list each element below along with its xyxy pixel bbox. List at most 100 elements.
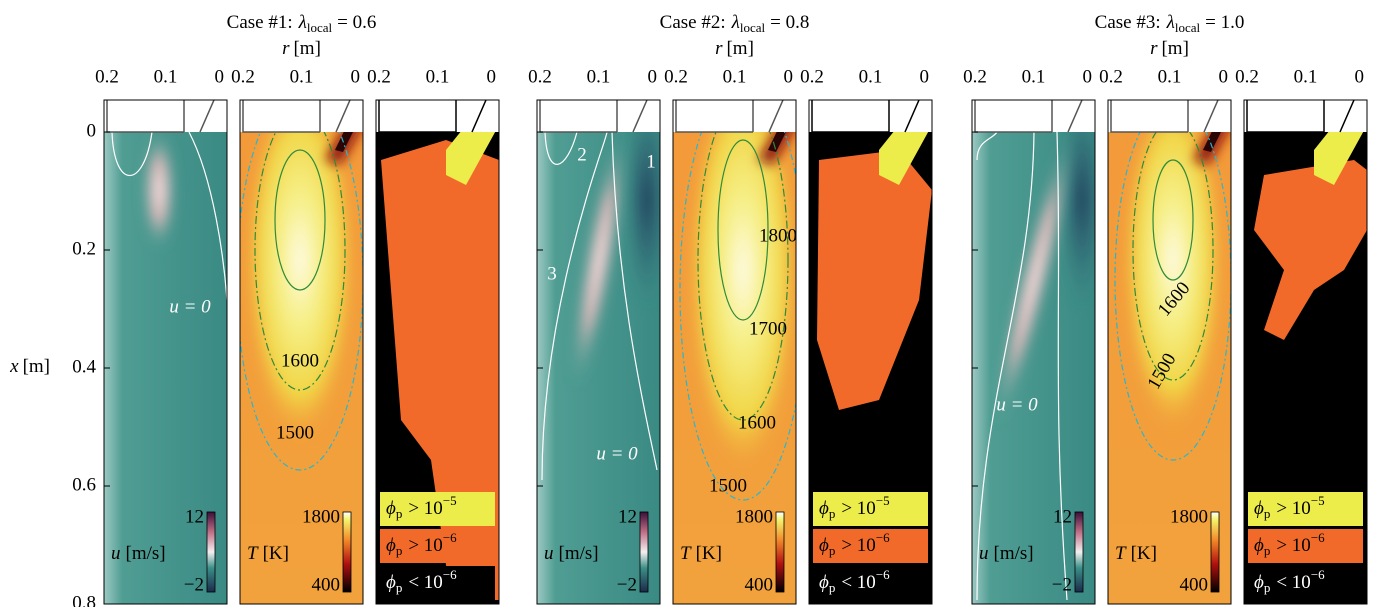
r-tick-label: 0 — [487, 66, 497, 87]
lambda: λ — [1166, 12, 1175, 33]
r-tick-label: 0.2 — [1099, 66, 1123, 87]
lambda-value: = 0.8 — [770, 12, 809, 33]
phi-sub: p — [1264, 506, 1271, 521]
inlet-region — [673, 100, 796, 132]
r-tick-label: 0 — [215, 66, 225, 87]
phi-symbol: ϕ — [1254, 498, 1264, 519]
contour-label: 1600 — [738, 412, 776, 433]
exponent: −6 — [876, 567, 890, 582]
colorbar — [640, 512, 648, 592]
contour-label: u = 0 — [169, 296, 211, 317]
r-tick-label: 0.2 — [231, 66, 255, 87]
r-tick-label: 0.1 — [1294, 66, 1318, 87]
r-tick-label: 0.1 — [426, 66, 450, 87]
r-tick-label: 0.2 — [963, 66, 987, 87]
phi-sub: p — [829, 580, 836, 595]
colorbar-max: 12 — [185, 506, 204, 527]
y-tick-label: 0.2 — [72, 238, 96, 259]
exponent: −5 — [1311, 493, 1325, 508]
phi-sub: p — [396, 506, 403, 521]
y-tick-label: 0 — [87, 120, 97, 141]
y-label-symbol: x — [9, 356, 19, 377]
field-panel — [972, 90, 1104, 604]
contour-label: u = 0 — [996, 394, 1038, 415]
colorbar-label: u[m/s] — [979, 543, 1034, 564]
phi-symbol: ϕ — [819, 535, 829, 556]
phi-sub: p — [1264, 543, 1271, 558]
relation: > 10 — [408, 535, 442, 556]
r-tick-label: 0 — [920, 66, 930, 87]
exponent: −5 — [876, 493, 890, 508]
relation: > 10 — [841, 535, 875, 556]
relation: < 10 — [408, 572, 442, 593]
relation: < 10 — [841, 572, 875, 593]
phi-sub: p — [396, 543, 403, 558]
colorbar-unit: [K] — [263, 543, 289, 564]
r-tick-label: 0 — [784, 66, 794, 87]
relation: > 10 — [408, 498, 442, 519]
colorbar-min: −2 — [184, 574, 204, 595]
relation: < 10 — [1276, 572, 1310, 593]
r-unit: [m] — [726, 38, 753, 59]
lambda-value: = 1.0 — [1205, 12, 1244, 33]
inlet-region — [972, 100, 1095, 132]
contour-label: 1600 — [281, 350, 319, 371]
contour-label: 1500 — [709, 475, 747, 496]
colorbar-symbol: u — [111, 543, 121, 564]
colorbar — [207, 512, 215, 592]
y-tick-label: 0.6 — [72, 474, 96, 495]
colorbar — [776, 512, 784, 592]
r-symbol: r — [282, 38, 290, 59]
colorbar-unit: [m/s] — [994, 543, 1034, 564]
case-title: Case #3:λlocal= 1.0 — [1095, 12, 1245, 35]
contour-label: 1700 — [749, 318, 787, 339]
lambda-value: = 0.6 — [337, 12, 376, 33]
inlet-region — [1108, 100, 1231, 132]
hot-region — [245, 80, 355, 440]
contour-label: 2 — [577, 144, 587, 165]
exponent: −6 — [1311, 567, 1325, 582]
field-panel — [376, 100, 499, 604]
colorbar-symbol: T — [247, 543, 259, 564]
lambda: λ — [298, 12, 307, 33]
phi-symbol: ϕ — [386, 572, 396, 593]
colorbar-symbol: T — [680, 543, 692, 564]
colorbar-max: 1800 — [302, 506, 340, 527]
field-panel — [1244, 100, 1367, 604]
r-axis-label: r[m] — [1150, 38, 1189, 59]
colorbar-min: −2 — [1052, 574, 1072, 595]
exponent: −5 — [443, 493, 457, 508]
colorbar-symbol: u — [979, 543, 989, 564]
lambda: λ — [731, 12, 740, 33]
phi-symbol: ϕ — [1254, 535, 1264, 556]
colorbar-unit: [K] — [696, 543, 722, 564]
r-tick-label: 0.2 — [367, 66, 391, 87]
case-title: Case #2:λlocal= 0.8 — [660, 12, 810, 35]
colorbar-unit: [K] — [1131, 543, 1157, 564]
r-symbol: r — [1150, 38, 1158, 59]
r-unit: [m] — [1161, 38, 1188, 59]
lambda-sub: local — [1175, 20, 1201, 35]
title-text: Case #1: — [227, 12, 293, 33]
colorbar-label: T[K] — [1115, 543, 1157, 564]
contour-label: 1 — [646, 151, 656, 172]
colorbar-symbol: u — [544, 543, 554, 564]
r-tick-label: 0.1 — [859, 66, 883, 87]
colorbar-label: T[K] — [247, 543, 289, 564]
r-tick-label: 0 — [1219, 66, 1229, 87]
colorbar — [343, 512, 351, 592]
r-tick-label: 0.1 — [154, 66, 178, 87]
colorbar-max: 12 — [618, 506, 637, 527]
title-text: Case #2: — [660, 12, 726, 33]
case-title: Case #1:λlocal= 0.6 — [227, 12, 377, 35]
r-tick-label: 0.2 — [1235, 66, 1259, 87]
r-tick-label: 0.1 — [290, 66, 314, 87]
colorbar-unit: [m/s] — [126, 543, 166, 564]
phi-symbol: ϕ — [819, 572, 829, 593]
jet-core — [143, 130, 175, 250]
colorbar-min: −2 — [617, 574, 637, 595]
colorbar — [1211, 512, 1219, 592]
exponent: −6 — [443, 567, 457, 582]
r-unit: [m] — [293, 38, 320, 59]
inlet-region — [537, 100, 660, 132]
